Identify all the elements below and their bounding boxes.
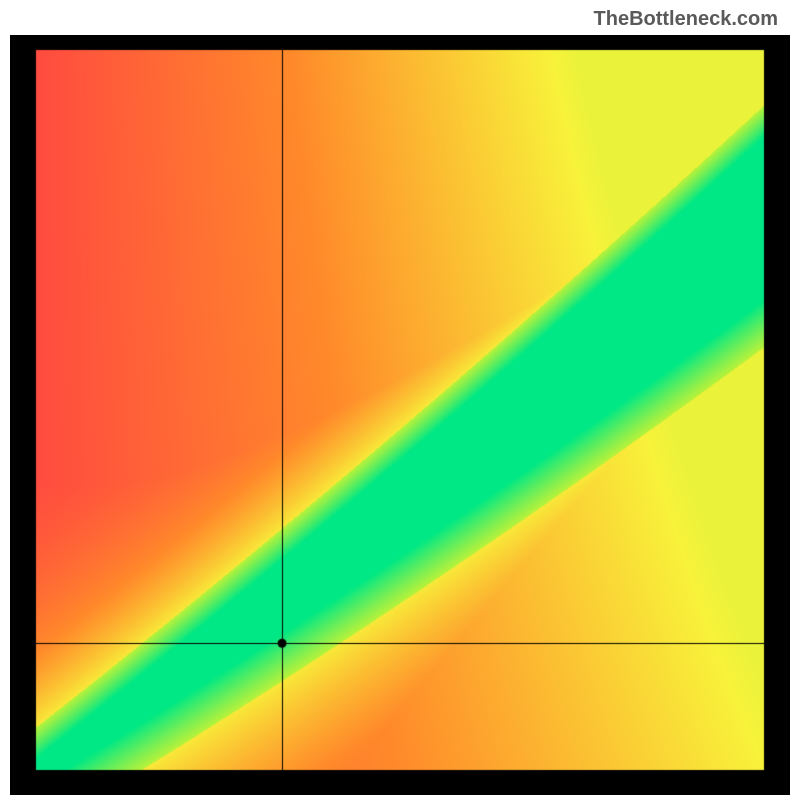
heatmap-chart <box>10 35 790 795</box>
chart-container: TheBottleneck.com <box>0 0 800 800</box>
watermark-text: TheBottleneck.com <box>594 8 778 31</box>
heatmap-canvas <box>10 35 790 795</box>
